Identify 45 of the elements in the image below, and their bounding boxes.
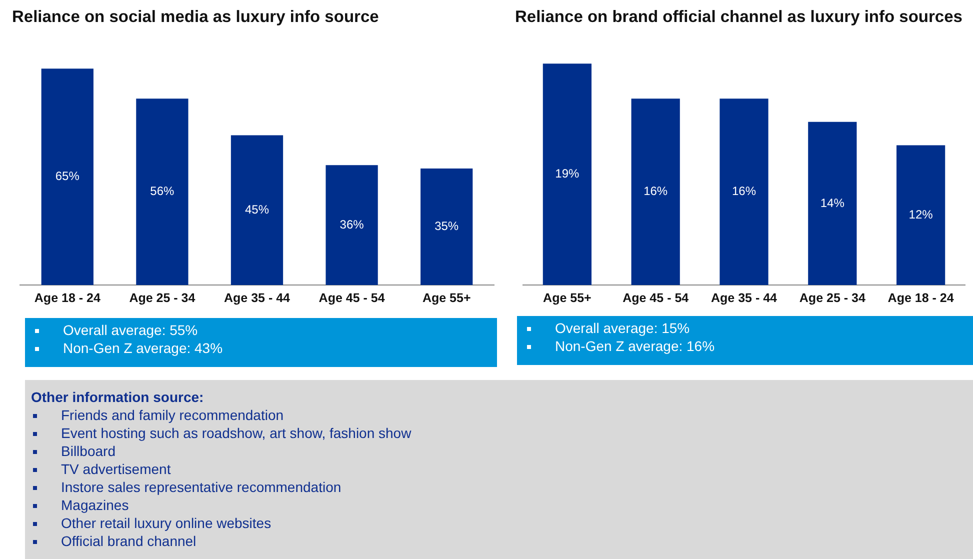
x-tick-label: Age 18 - 24 (34, 290, 100, 305)
bar (230, 135, 284, 285)
data-label: 14% (820, 196, 845, 210)
text: Non-Gen Z average: 16% (555, 338, 715, 354)
x-tick-label: Age 35 - 44 (710, 290, 778, 305)
bar (41, 68, 94, 285)
text: Magazines (61, 497, 129, 513)
data-label: 16% (644, 184, 668, 198)
bar (808, 122, 857, 285)
data-label: 12% (908, 207, 934, 222)
text: Other information source: (31, 388, 205, 406)
data-label: 36% (340, 217, 364, 232)
text: Non-Gen Z average: 43% (63, 340, 223, 356)
data-label: 19% (555, 166, 580, 181)
x-tick-label: Age 25 - 34 (129, 290, 196, 305)
text: Instore sales representative recommendation (61, 479, 342, 495)
x-tick-label: Age 45 - 54 (622, 290, 689, 305)
text: TV advertisement (61, 461, 171, 477)
text: Friends and family recommendation (61, 407, 284, 423)
data-label: 65% (55, 169, 80, 184)
bar (896, 145, 946, 285)
x-tick-label: Age 55+ (422, 290, 471, 305)
data-label: 16% (732, 184, 756, 198)
text: Overall average: 55% (63, 322, 198, 338)
data-label: 35% (434, 219, 459, 234)
bar (326, 165, 378, 285)
chart-title: Reliance on brand official channel as luxury info sources (515, 7, 964, 28)
x-tick-label: Age 45 - 54 (318, 290, 385, 305)
text: Overall average: 15% (555, 320, 690, 336)
text: Other retail luxury online websites (61, 515, 272, 531)
data-label: 45% (244, 202, 270, 216)
bar (542, 64, 592, 285)
x-tick-label: Age 25 - 34 (799, 290, 866, 305)
bar (720, 98, 768, 285)
text: Event hosting such as roadshow, art show, fashion show (61, 425, 412, 441)
text: Billboard (61, 443, 116, 459)
data-label: 56% (150, 184, 175, 198)
bar (631, 98, 680, 285)
bar (420, 168, 473, 285)
bar (136, 98, 188, 285)
chart-title: Reliance on social media as luxury info source (12, 7, 380, 28)
x-tick-label: Age 55+ (543, 290, 592, 305)
x-tick-label: Age 35 - 44 (224, 290, 290, 305)
x-tick-label: Age 18 - 24 (888, 290, 954, 305)
text: Official brand channel (61, 533, 196, 549)
